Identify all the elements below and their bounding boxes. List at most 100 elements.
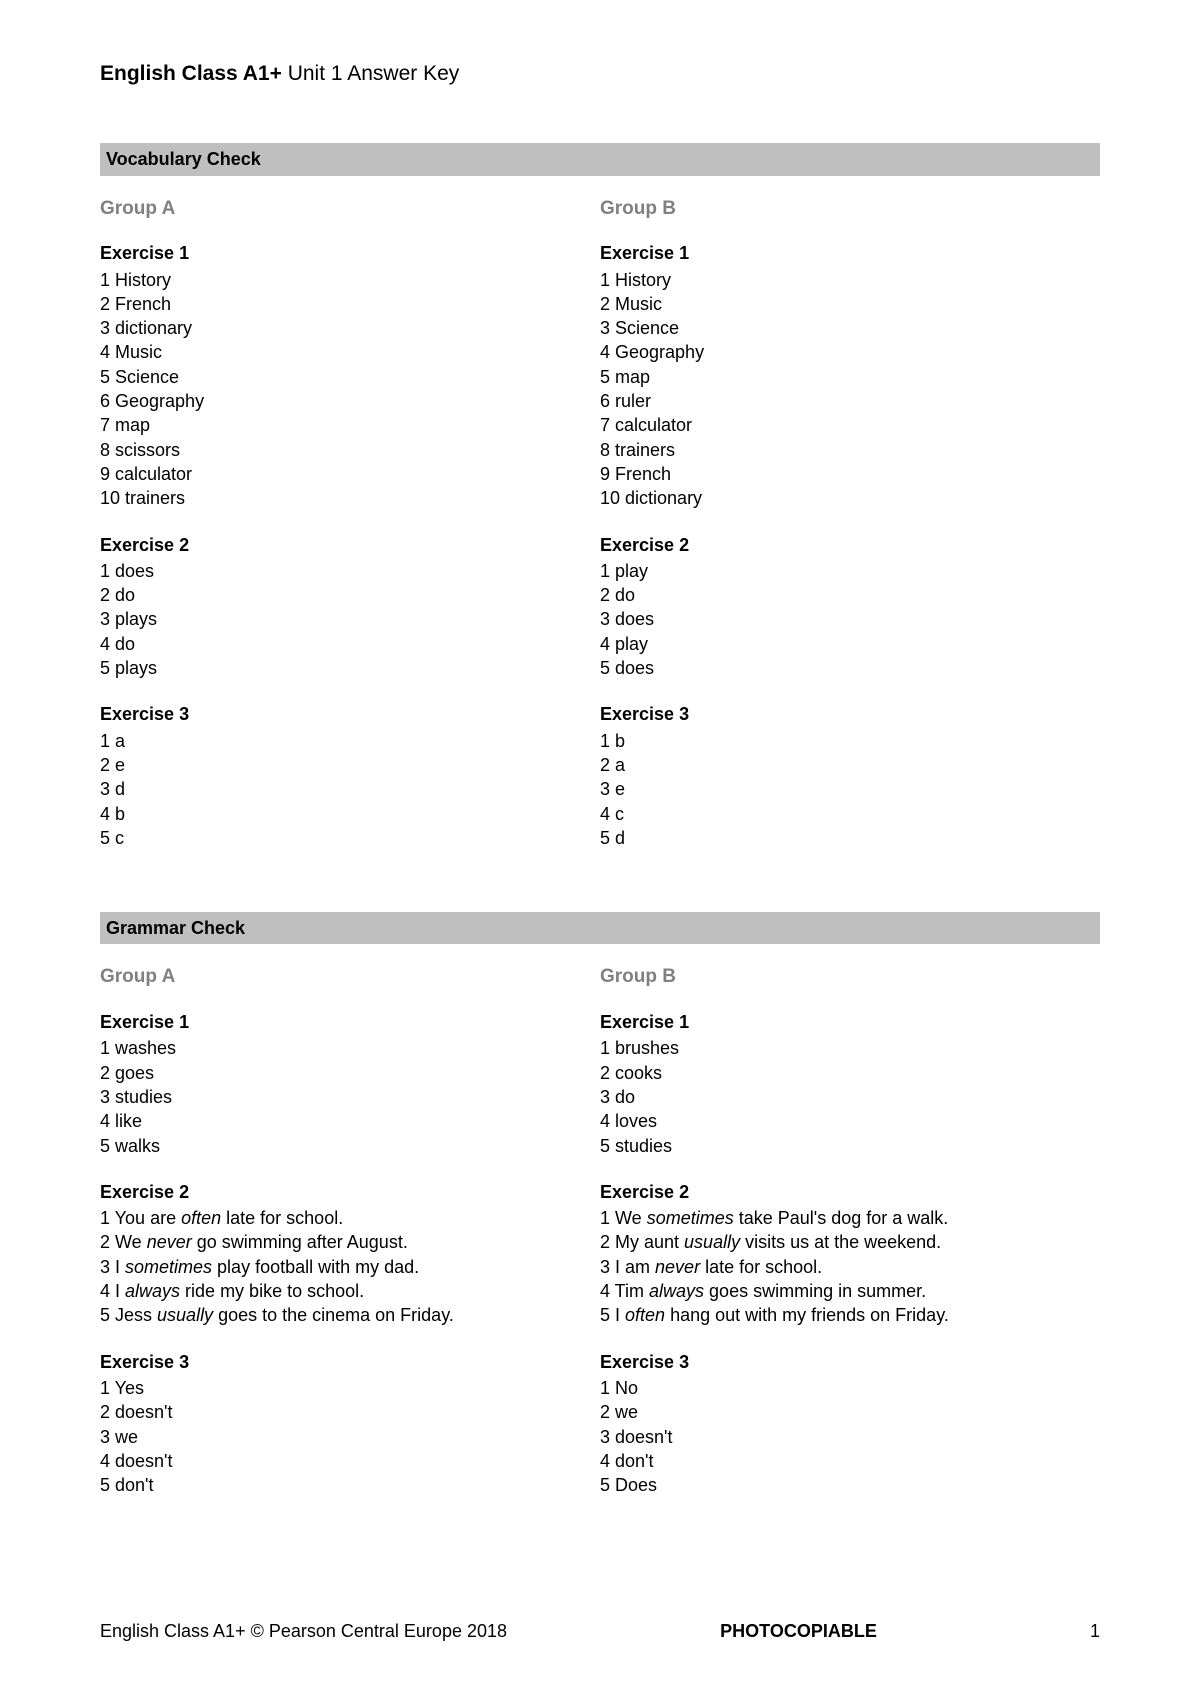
answer-line: 4 like <box>100 1109 600 1133</box>
exercise: Exercise 11 History2 French3 dictionary4… <box>100 241 600 510</box>
answer-line: 3 doesn't <box>600 1425 1100 1449</box>
answer-line: 5 does <box>600 656 1100 680</box>
answer-line: 5 Jess usually goes to the cinema on Fri… <box>100 1303 600 1327</box>
exercise-title: Exercise 1 <box>600 1010 1100 1034</box>
group-column: Group B Exercise 1 1 History2 Music3 Scien… <box>600 196 1100 872</box>
group-label: Group A <box>100 196 600 222</box>
exercise: Exercise 21 does2 do3 plays4 do5 plays <box>100 533 600 681</box>
answer-line: 9 French <box>600 462 1100 486</box>
group-column: Group B Exercise 11 brushes2 cooks3 do4 l… <box>600 964 1100 1519</box>
answer-line: 5 d <box>600 826 1100 850</box>
exercise-title: Exercise 2 <box>600 533 1100 557</box>
answer-line: 1 Yes <box>100 1376 600 1400</box>
answer-line: 5 don't <box>100 1473 600 1497</box>
answer-line: 2 We never go swimming after August. <box>100 1230 600 1254</box>
exercise: Exercise 31 b2 a3 e4 c5 d <box>600 702 1100 850</box>
answer-line: 3 I am never late for school. <box>600 1255 1100 1279</box>
answer-line: 2 My aunt usually visits us at the weeke… <box>600 1230 1100 1254</box>
answer-line: 4 Geography <box>600 340 1100 364</box>
section-header: Grammar Check <box>100 912 1100 944</box>
section-header: Vocabulary Check <box>100 143 1100 175</box>
exercise: Exercise 11 brushes2 cooks3 do4 loves5 s… <box>600 1010 1100 1158</box>
answer-line: 3 does <box>600 607 1100 631</box>
answer-line: 5 plays <box>100 656 600 680</box>
answer-line: 5 Does <box>600 1473 1100 1497</box>
answer-line: 3 dictionary <box>100 316 600 340</box>
columns: Group AExercise 11 History2 French3 dict… <box>100 196 1100 872</box>
exercise: Exercise 31 No2 we3 doesn't4 don't5 Does <box>600 1350 1100 1498</box>
answer-line: 3 I sometimes play football with my dad. <box>100 1255 600 1279</box>
exercise-title: Exercise 1 <box>100 241 600 265</box>
answer-line: 2 goes <box>100 1061 600 1085</box>
answer-line: 5 walks <box>100 1134 600 1158</box>
exercise-title: Exercise 3 <box>600 1350 1100 1374</box>
group-label: Group B <box>600 196 1100 222</box>
answer-line: 10 dictionary <box>600 486 1100 510</box>
answer-line: 1 You are often late for school. <box>100 1206 600 1230</box>
exercise-title: Exercise 2 <box>100 1180 600 1204</box>
answer-line: 1 History <box>100 268 600 292</box>
answer-line: 1 We sometimes take Paul's dog for a wal… <box>600 1206 1100 1230</box>
footer-page-number: 1 <box>1090 1619 1100 1643</box>
answer-line: 2 doesn't <box>100 1400 600 1424</box>
footer-left: English Class A1+ © Pearson Central Euro… <box>100 1619 507 1643</box>
footer-photocopiable: PHOTOCOPIABLE <box>720 1619 877 1643</box>
answer-line: 3 d <box>100 777 600 801</box>
answer-line: 3 do <box>600 1085 1100 1109</box>
answer-line: 6 ruler <box>600 389 1100 413</box>
answer-line: 5 c <box>100 826 600 850</box>
answer-line: 4 doesn't <box>100 1449 600 1473</box>
answer-line: 3 studies <box>100 1085 600 1109</box>
page-title: English Class A1+ Unit 1 Answer Key <box>100 60 1100 88</box>
group-label: Group B <box>600 964 1100 990</box>
answer-line: 2 e <box>100 753 600 777</box>
exercise: Exercise 1 1 History2 Music3 Science4 Geo… <box>600 241 1100 510</box>
answer-line: 4 Music <box>100 340 600 364</box>
answer-line: 3 plays <box>100 607 600 631</box>
answer-line: 4 Tim always goes swimming in summer. <box>600 1279 1100 1303</box>
footer: English Class A1+ © Pearson Central Euro… <box>100 1619 1100 1643</box>
answer-line: 1 play <box>600 559 1100 583</box>
exercise: Exercise 11 washes2 goes3 studies4 like5… <box>100 1010 600 1158</box>
exercise-title: Exercise 1 <box>100 1010 600 1034</box>
answer-line: 3 we <box>100 1425 600 1449</box>
answer-line: 4 b <box>100 802 600 826</box>
answer-line: 5 studies <box>600 1134 1100 1158</box>
answer-line: 5 map <box>600 365 1100 389</box>
exercise: Exercise 21 We sometimes take Paul's dog… <box>600 1180 1100 1328</box>
answer-line: 2 a <box>600 753 1100 777</box>
exercise-title: Exercise 2 <box>100 533 600 557</box>
answer-line: 4 I always ride my bike to school. <box>100 1279 600 1303</box>
answer-line: 1 washes <box>100 1036 600 1060</box>
exercise: Exercise 31 a2 e3 d4 b5 c <box>100 702 600 850</box>
answer-line: 1 History <box>600 268 1100 292</box>
answer-line: 7 calculator <box>600 413 1100 437</box>
exercise: Exercise 31 Yes2 doesn't3 we4 doesn't5 d… <box>100 1350 600 1498</box>
title-rest: Unit 1 Answer Key <box>282 62 459 85</box>
answer-line: 4 loves <box>600 1109 1100 1133</box>
answer-line: 10 trainers <box>100 486 600 510</box>
exercise-title: Exercise 3 <box>600 702 1100 726</box>
answer-line: 4 play <box>600 632 1100 656</box>
answer-line: 1 does <box>100 559 600 583</box>
answer-line: 4 do <box>100 632 600 656</box>
answer-line: 8 trainers <box>600 438 1100 462</box>
answer-line: 6 Geography <box>100 389 600 413</box>
answer-line: 7 map <box>100 413 600 437</box>
answer-line: 3 e <box>600 777 1100 801</box>
answer-line: 2 we <box>600 1400 1100 1424</box>
answer-line: 9 calculator <box>100 462 600 486</box>
answer-line: 1 a <box>100 729 600 753</box>
exercise-title: Exercise 2 <box>600 1180 1100 1204</box>
answer-line: 2 do <box>600 583 1100 607</box>
exercise-title: Exercise 1 <box>600 241 1100 265</box>
answer-line: 1 brushes <box>600 1036 1100 1060</box>
group-column: Group AExercise 11 History2 French3 dict… <box>100 196 600 872</box>
exercise: Exercise 21 You are often late for schoo… <box>100 1180 600 1328</box>
answer-line: 2 Music <box>600 292 1100 316</box>
answer-line: 1 No <box>600 1376 1100 1400</box>
answer-line: 2 do <box>100 583 600 607</box>
answer-line: 1 b <box>600 729 1100 753</box>
answer-line: 3 Science <box>600 316 1100 340</box>
group-label: Group A <box>100 964 600 990</box>
